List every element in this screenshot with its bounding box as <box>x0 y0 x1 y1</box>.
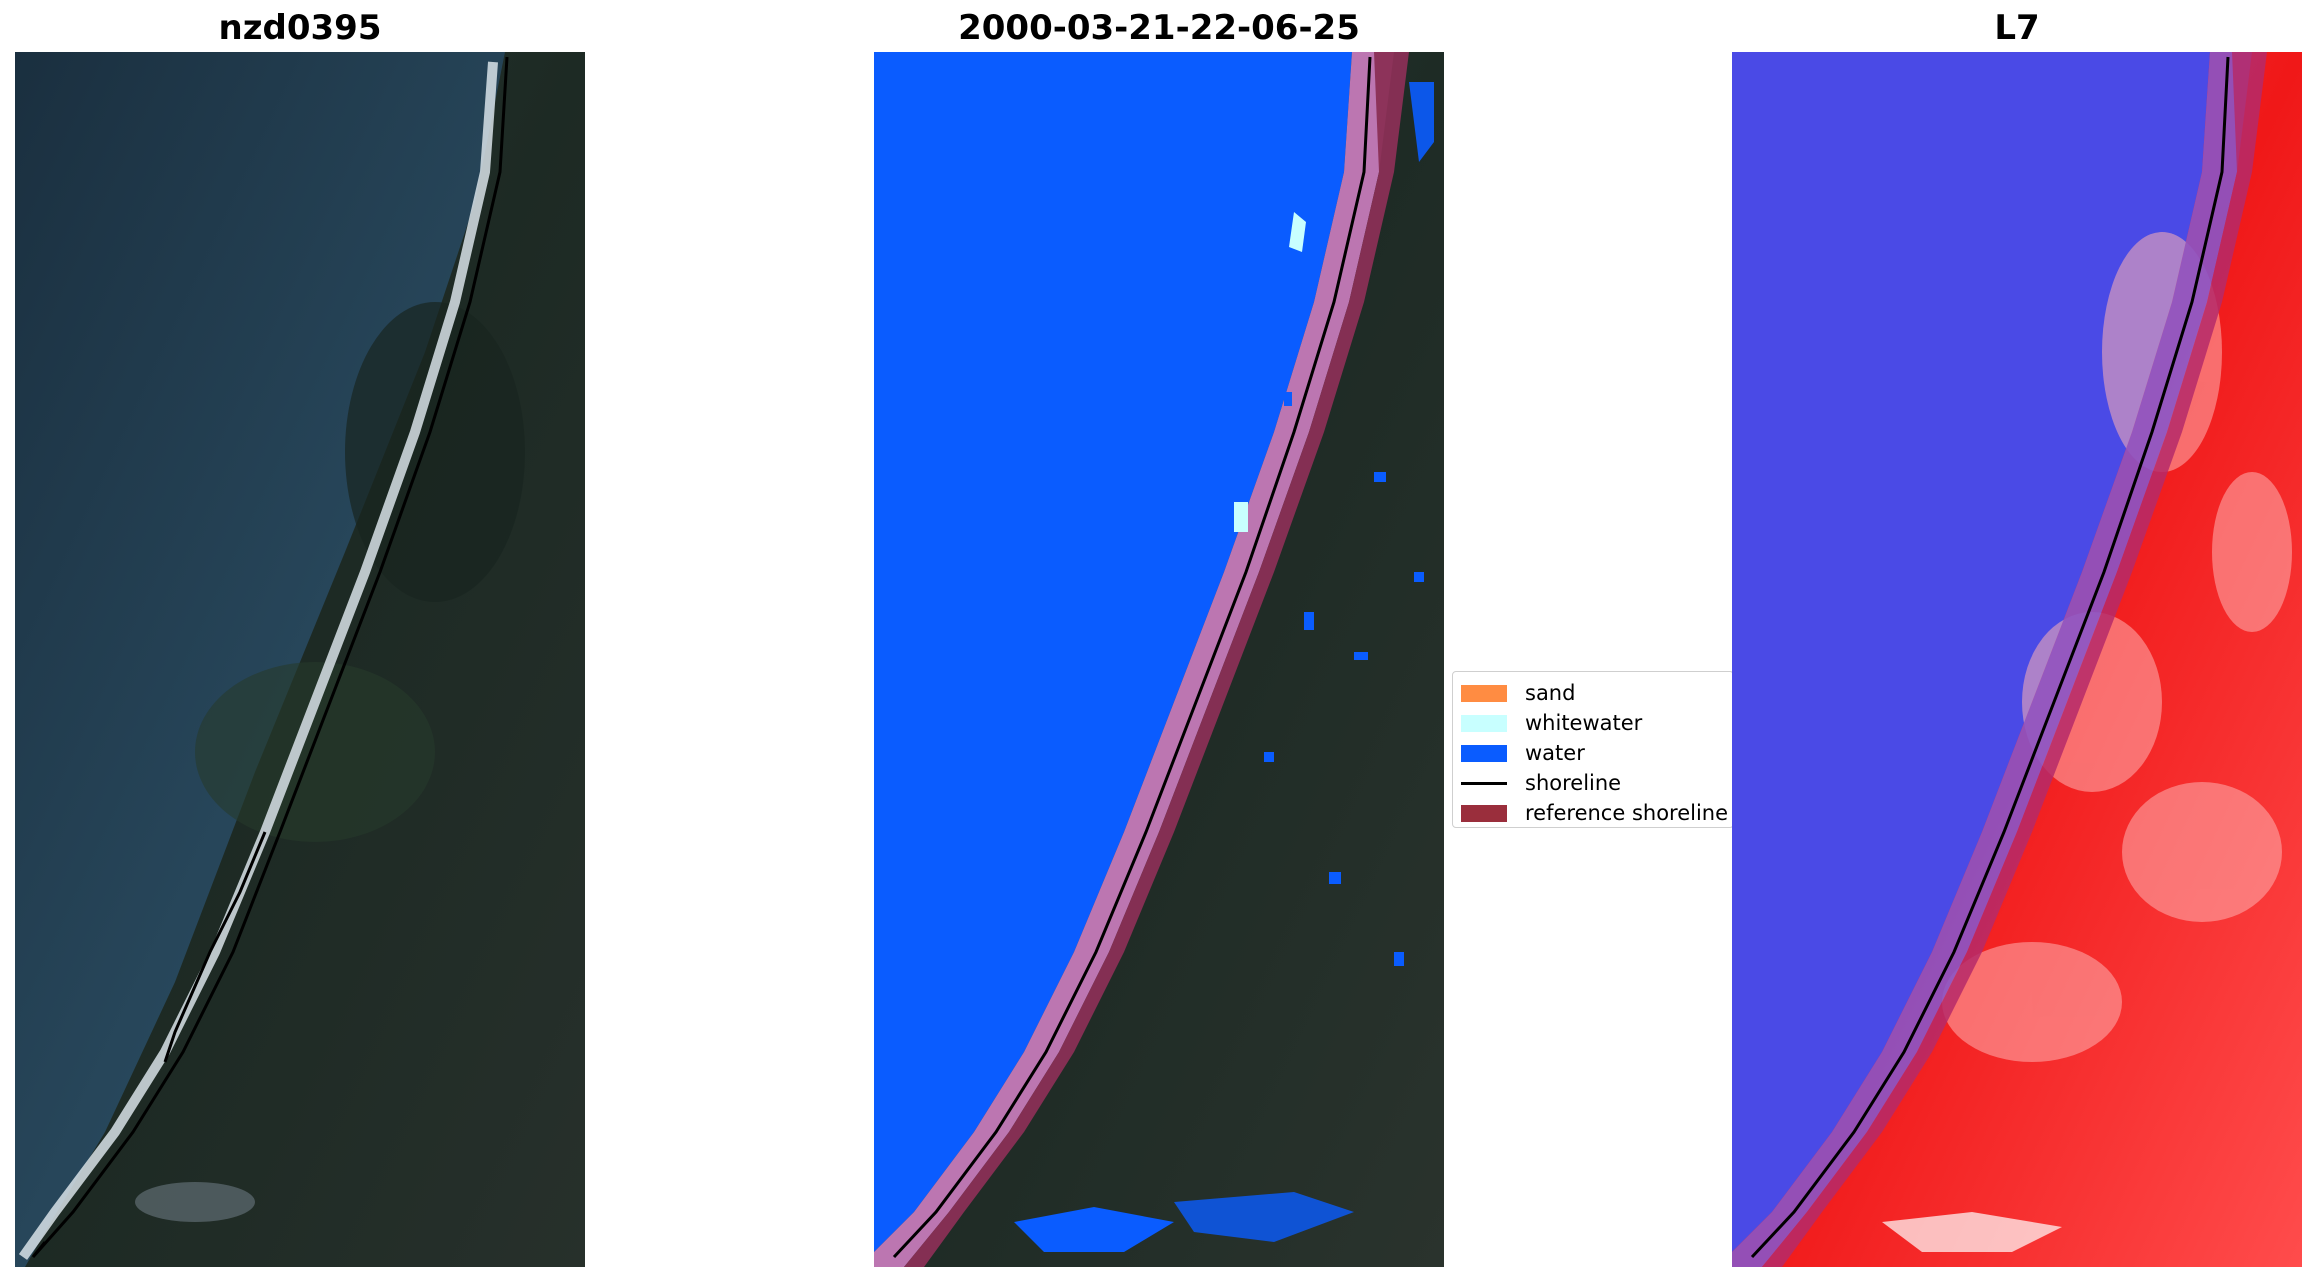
whitewater-swatch <box>1461 714 1507 732</box>
sand-swatch <box>1461 684 1507 702</box>
rgb-image <box>15 52 585 1267</box>
classified-image <box>874 52 1444 1267</box>
legend-label: whitewater <box>1525 711 1643 735</box>
legend-item-sand: sand <box>1461 678 1725 708</box>
shoreline-line-swatch <box>1461 781 1507 785</box>
panel-title-rgb: nzd0395 <box>218 8 382 48</box>
legend-label: shoreline <box>1525 771 1622 795</box>
river-mouth <box>135 1182 255 1222</box>
legend-item-shoreline: shoreline <box>1461 768 1725 798</box>
inland-water-patches <box>1014 392 1424 1252</box>
panel-title-index: L7 <box>1994 8 2040 48</box>
water-swatch <box>1461 744 1507 762</box>
index-image <box>1732 52 2302 1267</box>
classification-panel <box>874 52 1444 1267</box>
index-panel <box>1732 52 2302 1267</box>
legend-item-reference-shoreline-buffer: reference shoreline buffer <box>1461 798 1797 828</box>
legend-item-whitewater: whitewater <box>1461 708 1725 738</box>
shoreline <box>31 56 509 1258</box>
water-class <box>874 52 1352 1252</box>
legend-item-water: water <box>1461 738 1725 768</box>
rgb-image-panel <box>15 52 585 1267</box>
whitewater-class <box>1289 212 1306 252</box>
legend: sand whitewater water shoreline referenc… <box>1452 671 1797 828</box>
shoreline <box>892 56 1372 1259</box>
panel-title-classification: 2000-03-21-22-06-25 <box>958 8 1360 48</box>
legend-label: water <box>1525 741 1585 765</box>
shoreline <box>1750 56 2230 1259</box>
surf-zone <box>18 61 498 1260</box>
buffer-swatch <box>1461 804 1507 822</box>
legend-label: sand <box>1525 681 1576 705</box>
